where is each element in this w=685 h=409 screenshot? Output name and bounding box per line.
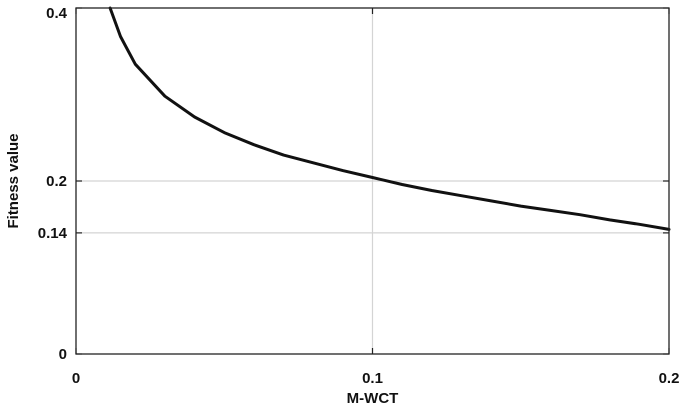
series-group xyxy=(108,6,671,231)
x-tick-labels: 0 0.1 0.2 xyxy=(72,370,680,387)
tick-marks xyxy=(75,7,670,355)
y-tick-label: 0.4 xyxy=(46,5,68,22)
y-axis-title: Fitness value xyxy=(5,133,22,228)
y-tick-label: 0.14 xyxy=(38,225,68,242)
y-tick-label: 0 xyxy=(59,346,67,363)
series-line xyxy=(108,6,671,231)
x-tick-label: 0.2 xyxy=(659,370,680,387)
grid-lines xyxy=(76,8,669,354)
y-tick-label: 0.2 xyxy=(46,173,67,190)
x-axis-title: M-WCT xyxy=(347,390,399,407)
x-tick-label: 0.1 xyxy=(362,370,383,387)
y-tick-labels: 0 0.14 0.2 0.4 xyxy=(38,5,68,363)
x-tick-label: 0 xyxy=(72,370,80,387)
